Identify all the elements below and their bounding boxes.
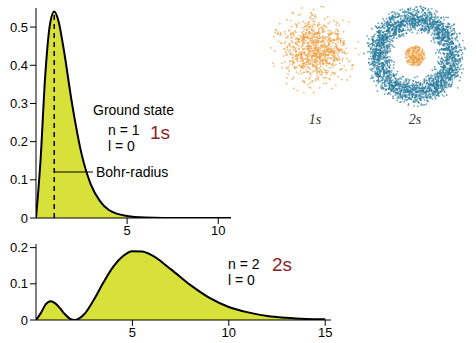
html-text:Ground state: Ground state: [93, 102, 174, 118]
svg-text:0.3: 0.3: [10, 96, 28, 111]
html-text:1s: 1s: [308, 112, 322, 127]
html-text:l = 0: l = 0: [108, 138, 135, 154]
html-text:l = 0: l = 0: [228, 272, 255, 288]
html-text:n = 1: n = 1: [108, 122, 140, 138]
html-text:1s: 1s: [150, 122, 171, 143]
svg-text:15: 15: [318, 325, 332, 340]
svg-text:0: 0: [21, 313, 28, 328]
svg-text:5: 5: [129, 325, 136, 340]
svg-text:10: 10: [211, 223, 225, 238]
html-text:Bohr-radius: Bohr-radius: [96, 164, 169, 180]
svg-text:0.2: 0.2: [10, 134, 28, 149]
svg-text:5: 5: [124, 223, 131, 238]
html-text:n = 2: n = 2: [228, 256, 260, 272]
svg-text:0: 0: [21, 211, 28, 226]
svg-text:0.2: 0.2: [10, 240, 28, 255]
html-text:2s: 2s: [272, 254, 293, 275]
html-text:2s: 2s: [408, 112, 422, 127]
svg-text:10: 10: [222, 325, 236, 340]
svg-text:0.4: 0.4: [10, 58, 28, 73]
svg-text:0.1: 0.1: [10, 276, 28, 291]
svg-text:0.5: 0.5: [10, 20, 28, 35]
svg-text:0.1: 0.1: [10, 172, 28, 187]
